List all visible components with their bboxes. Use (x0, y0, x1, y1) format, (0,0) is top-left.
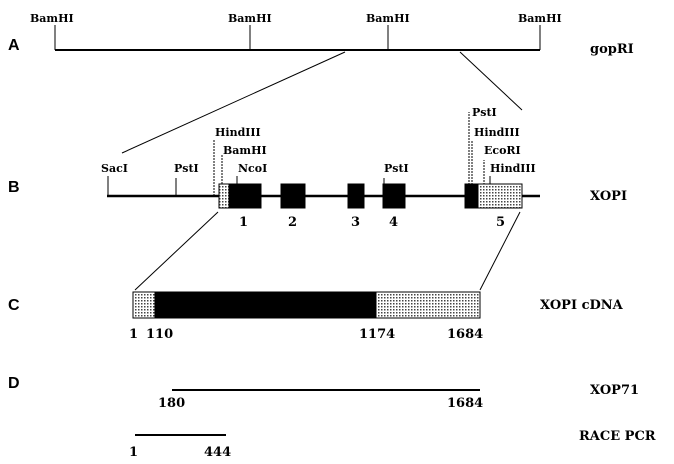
site-label: SacI (101, 162, 128, 175)
site-label: NcoI (238, 162, 267, 175)
xop71-label: XOP71 (590, 383, 639, 398)
cdna-bar (132, 291, 481, 319)
xopi-map (107, 112, 540, 291)
site-label: BamHI (228, 12, 272, 25)
position-label: 1 (129, 445, 138, 460)
site-label: BamHI (30, 12, 74, 25)
exon-number: 2 (288, 215, 297, 230)
site-label: PstI (174, 162, 199, 175)
exon-number: 4 (389, 215, 398, 230)
exon-number: 5 (496, 215, 505, 230)
panel-label-a: A (8, 37, 20, 54)
panel-label-c: C (8, 297, 20, 314)
position-label: 180 (158, 396, 185, 411)
panel-label-d: D (8, 375, 20, 392)
race-label: RACE PCR (579, 429, 656, 444)
position-label: 1684 (447, 327, 483, 342)
site-label: HindIII (490, 162, 536, 175)
xopi-label: XOPI (590, 189, 627, 204)
exon-number: 3 (351, 215, 360, 230)
position-label: 1 (129, 327, 138, 342)
position-label: 110 (146, 327, 173, 342)
position-label: 444 (204, 445, 231, 460)
site-label: PstI (472, 106, 497, 119)
cdna-label: XOPI cDNA (540, 298, 624, 313)
site-label: BamHI (518, 12, 562, 25)
site-label: BamHI (223, 144, 267, 157)
site-label: HindIII (215, 126, 261, 139)
site-label: PstI (384, 162, 409, 175)
position-label: 1174 (359, 327, 395, 342)
position-label: 1684 (447, 396, 483, 411)
site-label: BamHI (366, 12, 410, 25)
gopri-label: gopRI (590, 42, 634, 57)
gopri-map (54, 25, 541, 154)
site-label: HindIII (474, 126, 520, 139)
site-label: EcoRI (484, 144, 521, 157)
panel-label-b: B (8, 179, 20, 196)
exon-number: 1 (239, 215, 248, 230)
